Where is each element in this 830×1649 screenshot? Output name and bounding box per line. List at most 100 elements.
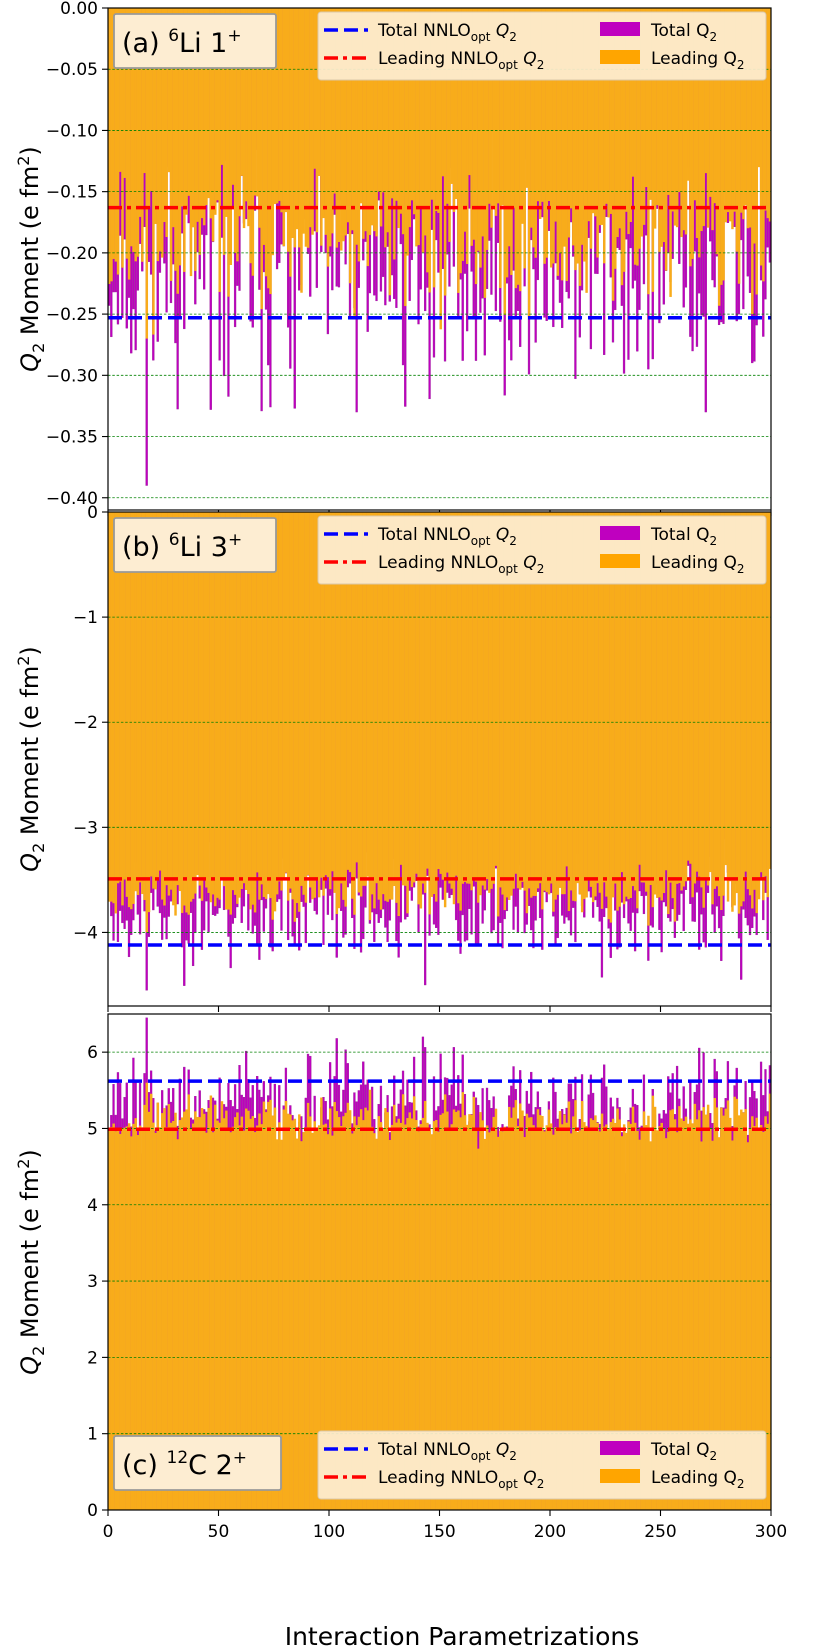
leading-q2-bar [523, 1137, 526, 1510]
leading-q2-bar [658, 8, 661, 252]
leading-q2-bar [731, 512, 734, 912]
leading-q2-bar [514, 512, 518, 874]
leading-q2-bar [479, 512, 482, 896]
leading-q2-bar [127, 1123, 131, 1510]
panel-b-chart: 0 −1 −2 −3 −4 Q2 Moment (e fm2) (b) 6Li 3+ Tota… [14, 503, 772, 1012]
leading-q2-bar [693, 512, 697, 884]
leading-q2-bar [656, 512, 659, 898]
leading-q2-bar [640, 512, 644, 883]
leading-q2-bar [375, 512, 378, 884]
leading-q2-bar [187, 8, 191, 196]
leading-q2-bar [209, 1095, 213, 1510]
leading-q2-bar [313, 1121, 316, 1510]
leading-q2-bar [485, 512, 489, 880]
leading-q2-bar [191, 8, 195, 228]
leading-q2-bar [649, 8, 652, 200]
leading-q2-bar [607, 512, 610, 920]
leading-q2-bar [211, 512, 215, 895]
leading-q2-bar [165, 512, 168, 886]
leading-q2-bar [499, 1130, 502, 1510]
leading-q2-bar [505, 8, 509, 278]
leading-q2-bar [691, 1123, 694, 1510]
leading-q2-bar [351, 1133, 354, 1510]
leading-q2-bar [304, 8, 308, 247]
leading-q2-bar [408, 8, 412, 228]
leading-q2-bar [550, 512, 553, 884]
leading-q2-bar [508, 512, 511, 900]
leading-q2-bar [441, 512, 445, 880]
leading-q2-bar [622, 1124, 626, 1510]
leading-q2-bar [642, 512, 646, 883]
leading-q2-bar [521, 512, 524, 882]
leading-q2-bar [410, 512, 414, 888]
leading-q2-bar [200, 8, 204, 219]
leading-q2-bar [401, 1094, 405, 1510]
x-axis-label: Interaction Parametrizations [285, 1622, 640, 1649]
leading-q2-bar [158, 1127, 162, 1510]
leading-q2-bar [342, 1116, 345, 1510]
leading-q2-bar [503, 1126, 507, 1510]
leading-q2-bar [724, 512, 728, 866]
leading-q2-bar [313, 512, 316, 898]
leading-q2-bar [735, 1098, 739, 1510]
leading-q2-bar [536, 8, 540, 202]
leading-q2-bar [753, 1126, 756, 1510]
leading-q2-bar [125, 512, 129, 897]
leading-q2-bar [187, 512, 191, 915]
leading-q2-bar [331, 512, 334, 872]
x-tick-label: 150 [423, 1522, 455, 1542]
leading-q2-bar [731, 1140, 734, 1510]
leading-q2-bar [269, 1099, 272, 1510]
leading-q2-bar [651, 512, 655, 908]
leading-q2-bar [572, 512, 575, 901]
leading-q2-bar [134, 8, 137, 262]
leading-q2-bar [446, 512, 449, 873]
leading-q2-bar [353, 512, 356, 915]
leading-q2-bar [247, 1110, 250, 1510]
leading-q2-bar [180, 512, 184, 913]
leading-q2-bar [298, 512, 301, 912]
leading-q2-bar [477, 512, 480, 903]
leading-q2-bar [673, 8, 677, 226]
leading-q2-bar [594, 512, 597, 897]
leading-q2-bar [580, 512, 584, 913]
leading-q2-bar [543, 1131, 546, 1510]
leading-q2-bar [406, 1118, 409, 1510]
leading-q2-bar [620, 1136, 624, 1510]
leading-q2-bar [426, 512, 429, 869]
leading-q2-bar [580, 8, 584, 245]
leading-q2-bar [138, 8, 142, 217]
leading-q2-bar [669, 8, 672, 297]
leading-q2-bar [337, 8, 341, 243]
leading-q2-bar [706, 8, 710, 228]
leading-q2-bar [609, 8, 613, 214]
leading-q2-bar [505, 512, 509, 898]
leading-q2-bar [435, 8, 438, 212]
leading-q2-bar [174, 512, 177, 916]
x-tick-label: 50 [208, 1522, 230, 1542]
leading-q2-bar [587, 1130, 591, 1510]
leading-q2-bar [567, 512, 571, 912]
leading-q2-bar [744, 1109, 747, 1510]
leading-q2-bar [543, 8, 546, 264]
y-axis-label: Q2 Moment (e fm2) [14, 146, 48, 372]
leading-q2-bar [649, 1141, 652, 1510]
leading-q2-bar [448, 8, 451, 242]
leading-q2-bar [527, 8, 531, 318]
leading-q2-bar [755, 8, 758, 295]
leading-q2-bar [309, 8, 312, 228]
legend-total-nnlo-label: Total NNLOopt Q2 [377, 1440, 517, 1463]
leading-q2-bar [638, 1139, 641, 1510]
leading-q2-bar [516, 512, 520, 889]
leading-q2-bar [729, 1117, 732, 1510]
legend-box [317, 515, 767, 585]
leading-q2-bar [757, 1130, 761, 1510]
leading-q2-bar [678, 512, 681, 884]
leading-q2-bar [638, 8, 641, 249]
y-tick-label: −0.20 [46, 244, 98, 264]
leading-q2-bar [448, 1129, 451, 1510]
leading-q2-bar [709, 512, 712, 873]
leading-q2-bar [616, 8, 619, 238]
leading-q2-bar [262, 512, 266, 898]
leading-q2-bar [132, 1123, 135, 1510]
